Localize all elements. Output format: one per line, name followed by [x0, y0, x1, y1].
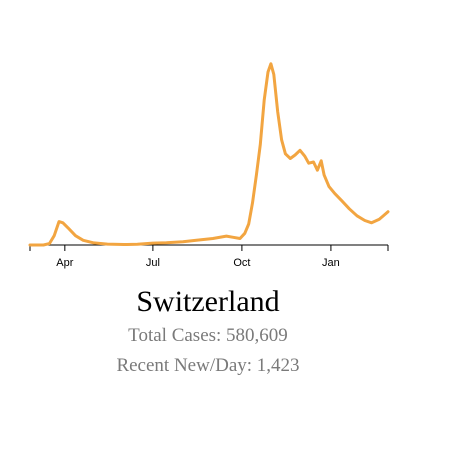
x-axis	[29, 244, 389, 251]
series-layer	[28, 62, 390, 247]
x-tick-label-jul: Jul	[146, 257, 160, 269]
x-axis-ticks: Apr Jul Oct Jan	[56, 245, 340, 269]
series-line-0	[28, 62, 390, 247]
total-cases: Total Cases: 580,609	[128, 325, 288, 346]
x-tick-label-jan: Jan	[322, 257, 340, 269]
country-name: Switzerland	[136, 285, 280, 318]
recent-new-per-day: Recent New/Day: 1,423	[116, 355, 300, 376]
x-tick-label-oct: Oct	[233, 257, 250, 269]
x-tick-label-apr: Apr	[56, 257, 73, 269]
case-trend-chart: Apr Jul Oct Jan	[28, 62, 390, 269]
